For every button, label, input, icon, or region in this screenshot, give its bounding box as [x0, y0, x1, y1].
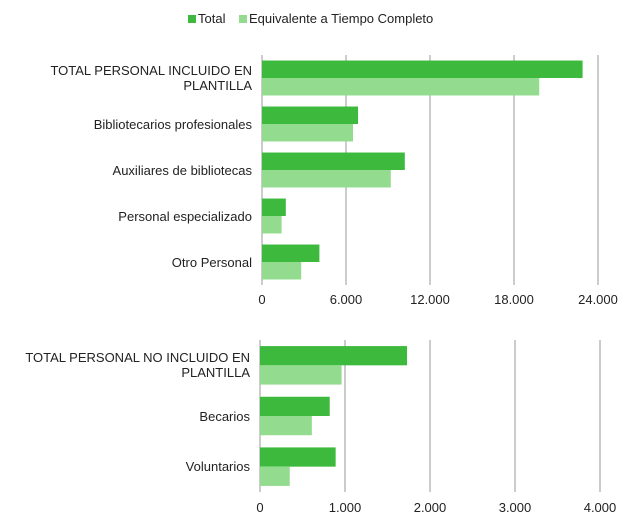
category-label: Becarios: [199, 408, 250, 424]
bar: [262, 170, 391, 188]
category-label: Voluntarios: [185, 459, 250, 475]
category-label: Personal especializado: [118, 208, 252, 224]
legend-swatch: [188, 15, 196, 23]
bar: [262, 60, 583, 78]
x-tick-label: 1.000: [328, 500, 362, 515]
x-tick-label: 24.000: [578, 292, 618, 307]
category-label: TOTAL PERSONAL INCLUIDO EN PLANTILLA: [50, 63, 252, 93]
bar: [260, 365, 342, 385]
x-tick-label: 0: [256, 500, 264, 515]
bar: [262, 124, 353, 142]
legend-label: Equivalente a Tiempo Completo: [249, 11, 434, 26]
bar: [262, 78, 540, 96]
bar: [260, 396, 330, 416]
bar: [260, 346, 408, 366]
category-label: Bibliotecarios profesionales: [93, 116, 252, 132]
bar: [262, 262, 302, 280]
x-tick-label: 2.000: [413, 500, 447, 515]
bar: [262, 152, 405, 170]
category-label: TOTAL PERSONAL NO INCLUIDO EN PLANTILLA: [25, 350, 250, 381]
x-tick-label: 12.000: [410, 292, 450, 307]
x-tick-label: 3.000: [498, 500, 532, 515]
bar: [260, 416, 312, 436]
x-tick-label: 6.000: [329, 292, 363, 307]
bar: [262, 106, 359, 124]
bar: [262, 244, 320, 262]
legend-label: Total: [198, 11, 226, 26]
bar: [260, 447, 336, 467]
bar: [262, 198, 286, 216]
category-label: Otro Personal: [171, 254, 252, 270]
bar: [260, 466, 290, 486]
category-label: Auxiliares de bibliotecas: [112, 162, 252, 178]
x-tick-label: 18.000: [494, 292, 534, 307]
x-tick-label: 4.000: [583, 500, 617, 515]
x-tick-label: 0: [258, 292, 266, 307]
legend-swatch: [239, 15, 247, 23]
bar: [262, 216, 282, 234]
